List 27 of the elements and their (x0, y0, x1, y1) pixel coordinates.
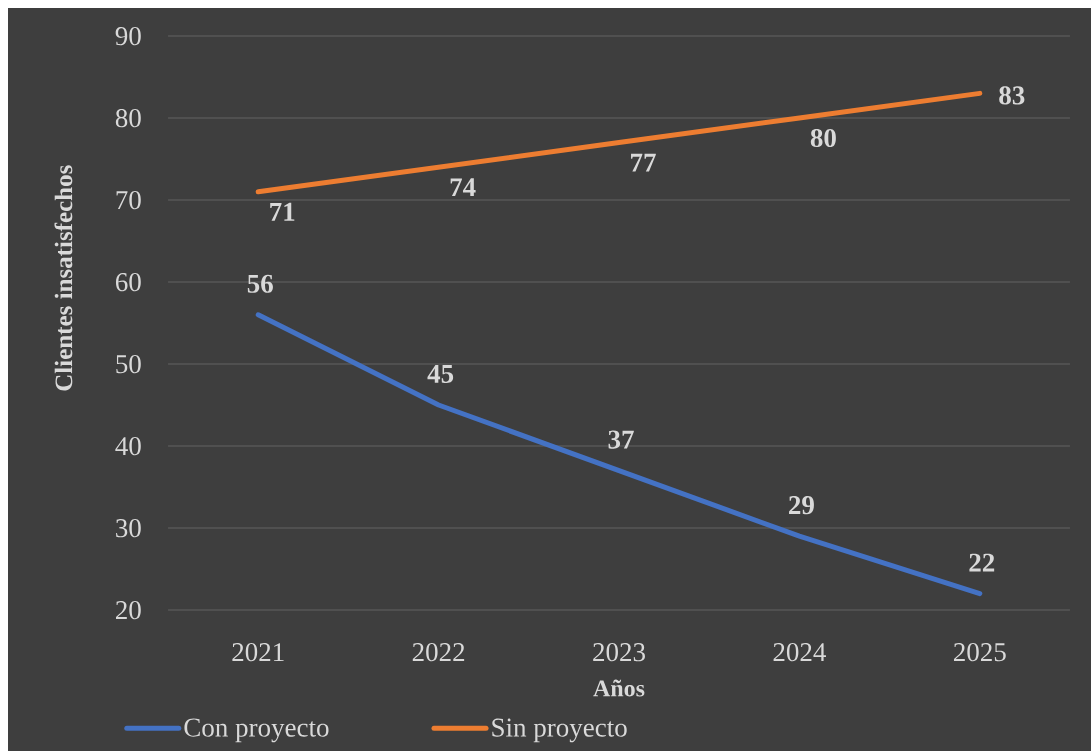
data-label: 74 (450, 178, 476, 197)
data-label: 71 (270, 202, 295, 221)
x-tick-label: 2021 (232, 643, 284, 662)
data-label: 77 (631, 153, 656, 172)
x-tick-label: 2022 (412, 643, 465, 662)
x-axis-title: Años (593, 679, 645, 697)
data-label: 56 (247, 274, 273, 293)
data-label: 45 (427, 364, 454, 384)
legend-label: Con proyecto (184, 718, 329, 743)
data-label: 37 (608, 430, 634, 449)
x-tick-label: 2025 (953, 643, 1006, 662)
data-label: 80 (810, 128, 836, 148)
data-label: 83 (999, 86, 1025, 105)
x-tick-label: 2024 (773, 643, 826, 662)
y-tick-label: 60 (115, 273, 141, 292)
y-axis-title: Clientes insatisfechos (54, 165, 73, 391)
y-tick-label: 80 (115, 109, 141, 128)
y-tick-label: 20 (116, 601, 141, 620)
legend-label: Sin proyecto (492, 718, 627, 743)
data-label: 22 (969, 553, 995, 572)
y-tick-label: 30 (116, 519, 141, 538)
y-tick-label: 90 (115, 27, 141, 46)
x-tick-label: 2023 (593, 643, 645, 662)
y-tick-label: 40 (115, 437, 141, 456)
y-tick-label: 50 (116, 355, 141, 374)
data-label: 29 (789, 496, 814, 515)
y-tick-label: 70 (116, 191, 141, 210)
